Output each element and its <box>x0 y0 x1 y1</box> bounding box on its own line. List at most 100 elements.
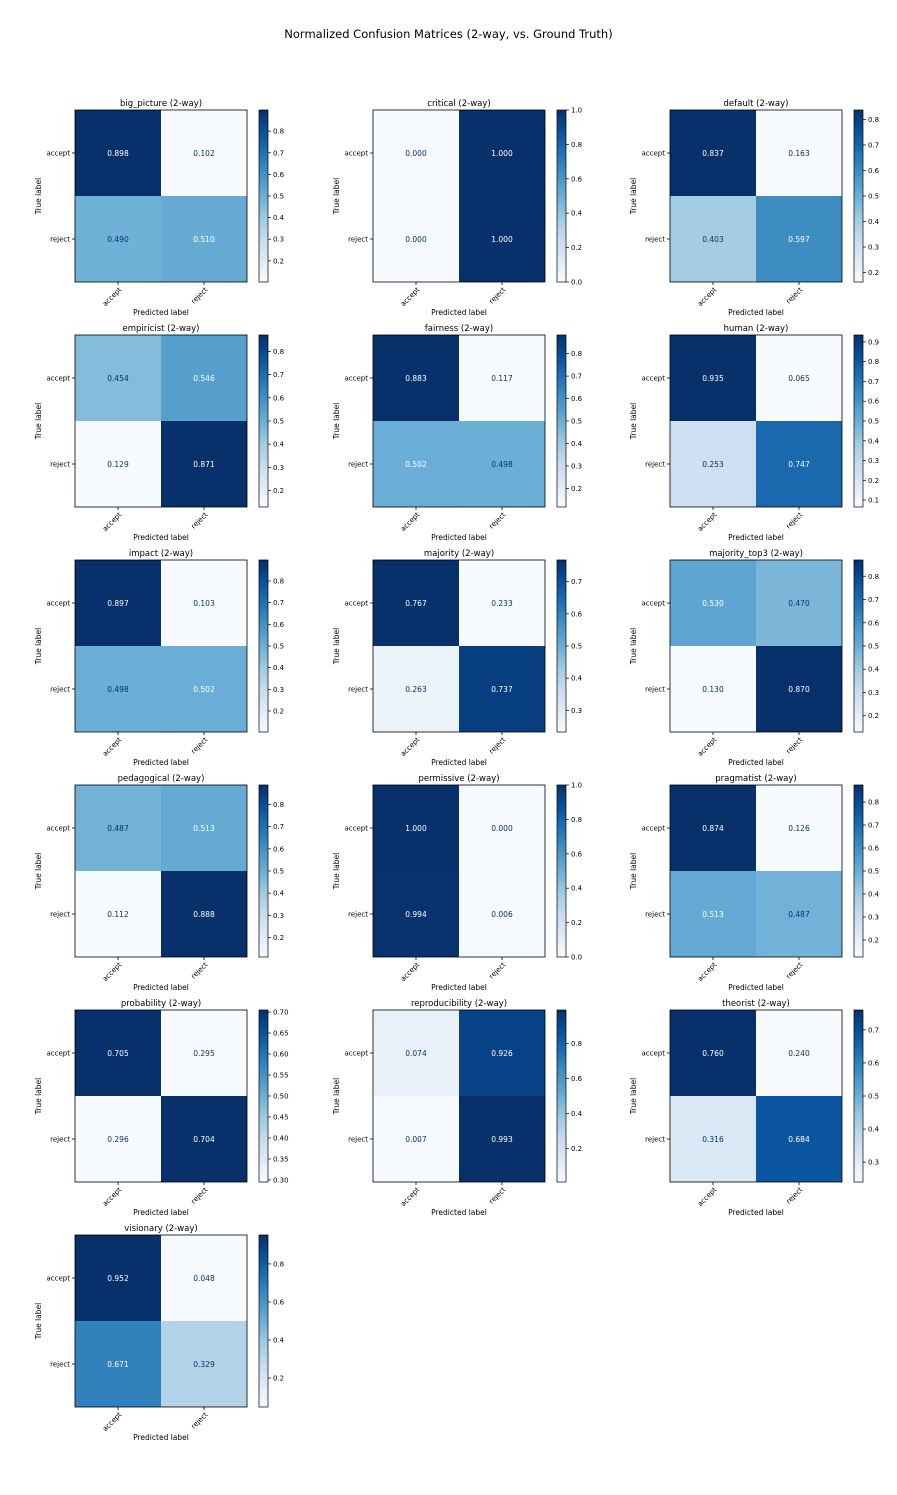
colorbar-tick-label: 0.7 <box>868 141 879 149</box>
colorbar-tick-label: 0.2 <box>273 707 284 715</box>
colorbar-tick-label: 0.4 <box>868 666 880 674</box>
cell-value-label: 0.546 <box>193 374 215 383</box>
axes-frame <box>74 334 248 508</box>
heatmap-cell <box>670 871 756 957</box>
subplot-title: human (2-way) <box>724 324 789 334</box>
heatmap-cell <box>373 560 459 646</box>
cell-value-label: 0.874 <box>702 824 724 833</box>
heatmap-cell <box>161 421 247 507</box>
colorbar-tick-label: 0.4 <box>571 1110 583 1118</box>
heatmap-cell <box>670 110 756 196</box>
colorbar-tick-label: 0.3 <box>571 462 582 470</box>
x-axis-label: Predicted label <box>431 308 487 317</box>
x-axis-label: Predicted label <box>728 758 784 767</box>
heatmap-cell <box>459 196 545 282</box>
cell-value-label: 0.112 <box>107 910 129 919</box>
colorbar-tick-label: 0.5 <box>868 193 879 201</box>
colorbar-tick-label: 0.65 <box>273 1030 289 1038</box>
heatmap-cell <box>756 1010 842 1096</box>
colorbar-tick-label: 0.8 <box>571 1040 582 1048</box>
y-tick-label: reject <box>348 686 368 694</box>
x-tick-label: reject <box>190 511 210 531</box>
y-axis-label: True label <box>34 628 43 665</box>
colorbar-tick-label: 0.5 <box>571 418 582 426</box>
heatmap-cell <box>670 196 756 282</box>
cell-value-label: 0.671 <box>107 1360 129 1369</box>
y-axis-label: True label <box>629 1078 638 1115</box>
heatmap-cell <box>75 196 161 282</box>
cell-value-label: 0.126 <box>788 824 810 833</box>
x-axis-label: Predicted label <box>728 308 784 317</box>
subplot-title: big_picture (2-way) <box>120 99 202 109</box>
subplot-title: empiricist (2-way) <box>123 324 200 334</box>
heatmap-cell <box>373 110 459 196</box>
y-tick-label: reject <box>50 1361 70 1369</box>
axes-frame <box>74 1234 248 1408</box>
y-axis-label: True label <box>332 853 341 890</box>
y-tick-label: accept <box>47 375 71 383</box>
confusion-matrix: majority_top3 (2-way) 0.530 0.470 0.130 0.87… <box>629 549 880 767</box>
colorbar-tick-label: 0.3 <box>868 244 879 252</box>
cell-value-label: 0.898 <box>107 149 129 158</box>
colorbar-tick-label: 0.30 <box>273 1176 289 1184</box>
colorbar-tick-label: 0.6 <box>273 394 285 402</box>
y-tick-label: accept <box>642 150 666 158</box>
x-tick-label: reject <box>488 961 508 981</box>
cell-value-label: 0.074 <box>405 1049 427 1058</box>
cell-value-label: 0.705 <box>107 1049 129 1058</box>
cell-value-label: 0.316 <box>702 1135 724 1144</box>
colorbar-tick-label: 0.4 <box>571 675 583 683</box>
subplot-title: permissive (2-way) <box>418 774 499 784</box>
colorbar-tick-label: 0.5 <box>868 1093 879 1101</box>
colorbar-tick-label: 0.3 <box>868 689 879 697</box>
x-tick-label: reject <box>785 961 805 981</box>
x-tick-label: accept <box>101 1411 123 1433</box>
y-axis-label: True label <box>34 178 43 215</box>
confusion-matrix: big_picture (2-way) 0.898 0.102 0.490 0.510 a… <box>34 99 285 317</box>
y-axis-label: True label <box>332 628 341 665</box>
cell-value-label: 1.000 <box>491 149 513 158</box>
colorbar <box>556 334 567 508</box>
x-tick-label: reject <box>785 736 805 756</box>
x-tick-label: reject <box>785 1186 805 1206</box>
colorbar-tick-label: 0.5 <box>273 643 284 651</box>
x-tick-label: reject <box>488 1186 508 1206</box>
subplot-title: default (2-way) <box>724 99 789 109</box>
cell-value-label: 1.000 <box>491 235 513 244</box>
axes-frame <box>669 784 843 958</box>
x-tick-label: accept <box>101 736 123 758</box>
cell-value-label: 0.704 <box>193 1135 215 1144</box>
colorbar-tick-label: 0.2 <box>273 1375 284 1383</box>
heatmap-cell <box>459 421 545 507</box>
cell-value-label: 0.253 <box>702 460 724 469</box>
y-axis-label: True label <box>34 403 43 440</box>
colorbar-tick-label: 0.7 <box>571 578 582 586</box>
x-tick-label: accept <box>696 511 718 533</box>
y-axis-label: True label <box>629 403 638 440</box>
heatmap-cell <box>373 421 459 507</box>
confusion-matrix: human (2-way) 0.935 0.065 0.253 0.747 accept r… <box>629 324 880 542</box>
colorbar-tick-label: 0.0 <box>571 954 582 962</box>
x-tick-label: reject <box>785 511 805 531</box>
axes-frame <box>372 109 546 283</box>
confusion-matrix: reproducibility (2-way) 0.074 0.926 0.007 0.… <box>332 999 583 1217</box>
colorbar-tick-label: 0.6 <box>273 171 285 179</box>
cell-value-label: 0.767 <box>405 599 427 608</box>
heatmap-cell <box>459 646 545 732</box>
heatmap-cell <box>373 646 459 732</box>
colorbar-tick-label: 0.55 <box>273 1072 289 1080</box>
colorbar-tick-label: 0.2 <box>273 934 284 942</box>
colorbar-tick-label: 0.6 <box>273 621 285 629</box>
colorbar-tick-label: 0.7 <box>273 823 284 831</box>
cell-value-label: 0.502 <box>405 460 427 469</box>
x-tick-label: accept <box>101 1186 123 1208</box>
heatmap-cell <box>670 421 756 507</box>
heatmap-cell <box>670 1096 756 1182</box>
colorbar-tick-label: 0.9 <box>868 338 879 346</box>
y-tick-label: accept <box>642 375 666 383</box>
heatmap-cell <box>670 785 756 871</box>
x-tick-label: reject <box>190 736 210 756</box>
subplot-title: theorist (2-way) <box>722 999 790 1009</box>
heatmap-cell <box>459 871 545 957</box>
heatmap-cell <box>373 196 459 282</box>
